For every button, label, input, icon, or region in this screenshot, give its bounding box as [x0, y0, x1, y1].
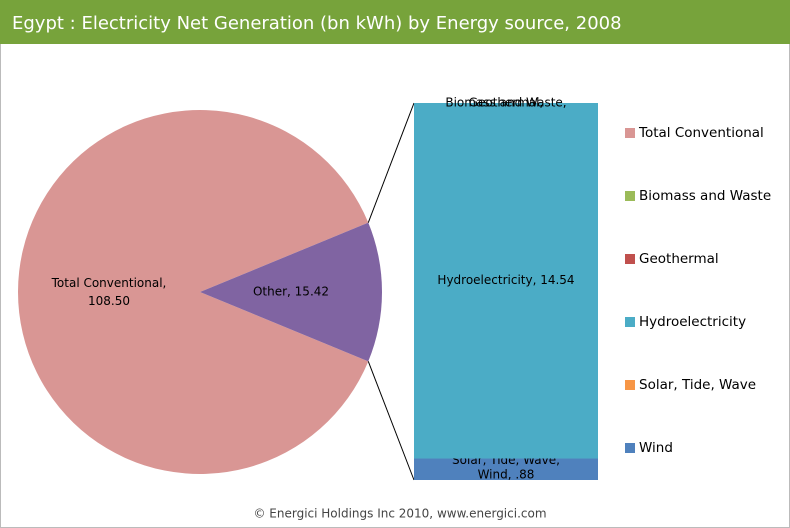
- legend-swatch: [625, 191, 635, 201]
- legend-swatch: [625, 317, 635, 327]
- data-label: Geothermal,: [469, 96, 544, 110]
- pie-slice: [17, 110, 369, 475]
- title-bar: [0, 0, 790, 44]
- pie-slice: [200, 222, 383, 362]
- legend-swatch: [625, 380, 635, 390]
- bar-segment: [414, 458, 598, 480]
- legend-swatch: [625, 443, 635, 453]
- legend-label: Solar, Tide, Wave: [639, 377, 756, 393]
- connector: [367, 361, 415, 481]
- data-label: Wind, .88: [478, 468, 535, 482]
- data-label: Biomass and Waste,: [445, 96, 566, 110]
- chart-title: Egypt : Electricity Net Generation (bn k…: [12, 13, 622, 34]
- legend-label: Wind: [639, 440, 673, 456]
- legend-label: Geothermal: [639, 251, 719, 267]
- data-label: Other, 15.42: [253, 285, 329, 299]
- legend-swatch: [625, 128, 635, 138]
- connector: [367, 102, 415, 223]
- legend-swatch: [625, 254, 635, 264]
- bar-segment: [414, 103, 598, 459]
- data-label: Hydroelectricity, 14.54: [437, 273, 574, 287]
- data-label: Total Conventional, 108.50: [51, 276, 167, 308]
- legend-label: Hydroelectricity: [639, 314, 746, 330]
- footer: © Energici Holdings Inc 2010, www.energi…: [253, 507, 546, 521]
- legend-label: Total Conventional: [638, 125, 764, 141]
- legend-label: Biomass and Waste: [639, 188, 771, 204]
